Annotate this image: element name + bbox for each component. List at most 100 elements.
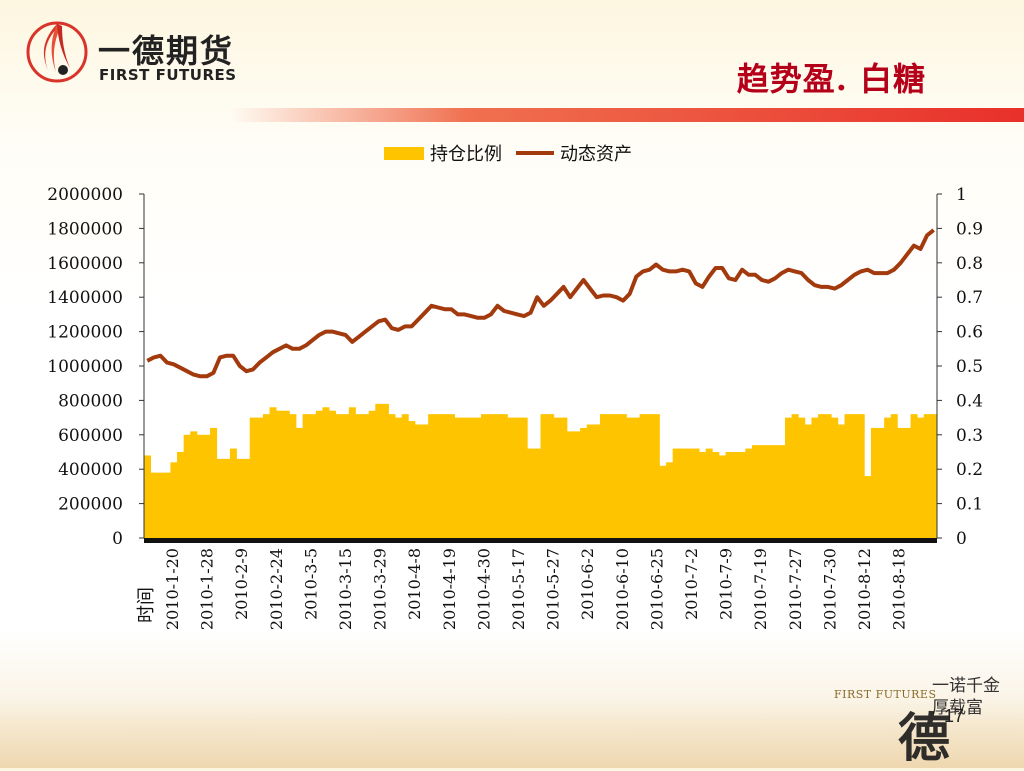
bar-mark [216, 458, 224, 538]
bar-mark [831, 417, 839, 538]
x-tick-label: 2010-7-2 [682, 548, 701, 620]
x-tick-label: 2010-7-30 [820, 548, 839, 630]
bar-mark [421, 424, 429, 538]
bar-mark [672, 448, 680, 538]
x-tick-label: 2010-4-8 [405, 548, 424, 620]
bar-mark [520, 417, 528, 538]
bar-mark [798, 417, 806, 538]
bar-mark [633, 417, 641, 538]
bar-mark [395, 417, 403, 538]
bar-mark [309, 414, 317, 538]
brand-name-en: FIRST FUTURES [99, 66, 237, 84]
bar-mark [566, 431, 574, 538]
bar-mark [527, 448, 535, 538]
bar-mark [857, 414, 865, 538]
footer-slogan: 一诺千金 厚载富 [932, 675, 1000, 719]
bar-mark [269, 407, 277, 538]
bar-mark [699, 452, 707, 538]
bar-mark [177, 452, 185, 538]
left-tick-label: 0 [112, 529, 123, 549]
bar-mark [441, 414, 449, 538]
bar-mark [388, 414, 396, 538]
right-tick-label: 0.8 [956, 254, 983, 274]
bar-mark [725, 452, 733, 538]
bar-mark [844, 414, 852, 538]
slide-header: 一德期货 FIRST FUTURES 趋势盈. 白糖 [0, 0, 1024, 108]
bar-mark [818, 414, 826, 538]
bar-mark [500, 414, 508, 538]
bar-mark [474, 417, 482, 538]
legend-swatch-line [516, 151, 554, 155]
x-tick-label: 2010-8-12 [855, 548, 874, 630]
bar-mark [613, 414, 621, 538]
x-tick-label: 2010-3-29 [371, 548, 390, 630]
bar-mark [884, 417, 892, 538]
left-tick-label: 1000000 [47, 357, 123, 377]
bar-mark [368, 410, 376, 538]
bar-mark [144, 455, 152, 538]
first-futures-logo-icon [26, 21, 88, 83]
bar-mark [745, 448, 753, 538]
bar-mark [837, 424, 845, 538]
bar-mark [183, 434, 191, 538]
bar-mark [910, 414, 918, 538]
series-line-dynamic-assets [146, 228, 935, 379]
bar-mark [811, 417, 819, 538]
bar-mark [573, 431, 581, 538]
bar-mark [335, 414, 343, 538]
bar-mark [870, 427, 878, 538]
bar-mark [765, 445, 773, 538]
x-axis-line [144, 538, 937, 543]
bar-mark [580, 427, 588, 538]
x-axis-title: 时间 [136, 587, 157, 623]
bar-mark [428, 414, 436, 538]
bar-mark [150, 472, 158, 538]
bar-mark [553, 417, 561, 538]
bar-mark [751, 445, 759, 538]
right-tick-label: 0.2 [956, 460, 983, 480]
footer-slogan-line2: 厚载富 [932, 698, 983, 718]
bar-mark [507, 417, 515, 538]
bar-mark [249, 417, 257, 538]
bar-mark [355, 414, 363, 538]
bar-mark [342, 414, 350, 538]
bar-mark [236, 458, 244, 538]
bar-mark [229, 448, 237, 538]
bar-mark [679, 448, 687, 538]
bar-mark [917, 417, 925, 538]
bar-mark [282, 410, 290, 538]
x-tick-label: 2010-2-9 [232, 548, 251, 620]
x-tick-label: 2010-1-28 [198, 548, 217, 630]
right-tick-label: 0.1 [956, 495, 983, 515]
bar-mark [322, 407, 330, 538]
bar-mark [487, 414, 495, 538]
bar-mark [666, 462, 674, 538]
bar-mark [824, 414, 832, 538]
right-tick-label: 0 [956, 529, 967, 549]
legend-label-line: 动态资产 [560, 144, 632, 165]
x-tick-label: 2010-7-27 [786, 548, 805, 630]
bar-mark [685, 448, 693, 538]
bar-mark [302, 414, 310, 538]
bar-mark [163, 472, 171, 538]
bar-mark [203, 434, 211, 538]
bar-mark [289, 414, 297, 538]
legend-label-bar: 持仓比例 [430, 144, 502, 165]
bar-mark [540, 414, 548, 538]
bar-mark [533, 448, 541, 538]
bar-mark [494, 414, 502, 538]
footer-brand-char: 德 [898, 708, 951, 769]
left-tick-label: 1400000 [47, 288, 123, 308]
bar-mark [785, 417, 793, 538]
left-tick-label: 1200000 [47, 323, 123, 343]
bar-mark [157, 472, 165, 538]
footer-brand-en: FIRST FUTURES [834, 688, 937, 701]
bar-mark [599, 414, 607, 538]
x-tick-label: 2010-8-18 [890, 548, 909, 630]
bar-mark [170, 462, 178, 538]
bar-mark [210, 427, 218, 538]
bar-mark [718, 455, 726, 538]
bar-mark [329, 410, 337, 538]
bar-mark [514, 417, 522, 538]
header-accent-bar [230, 108, 1024, 122]
